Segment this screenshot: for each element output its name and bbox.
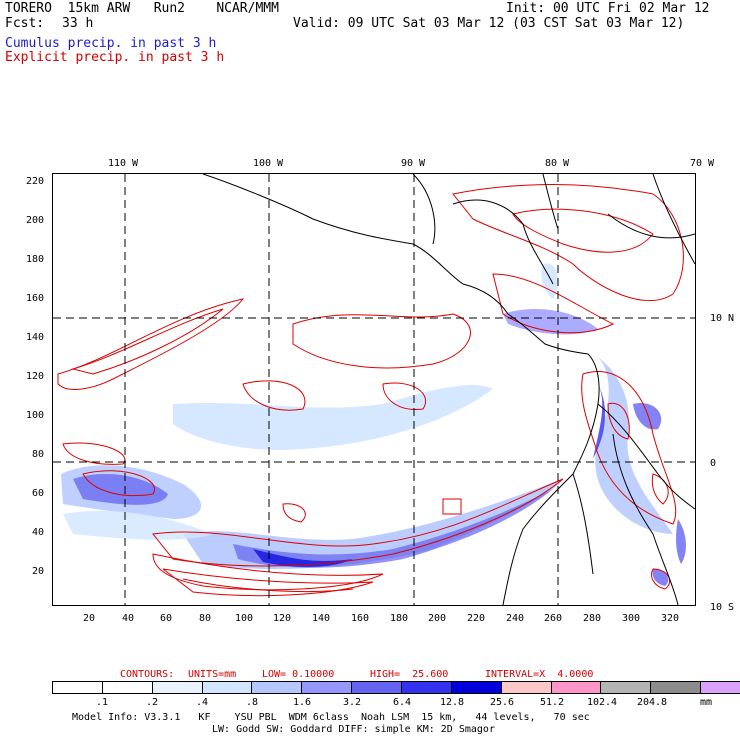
colorbar-swatch: [352, 682, 403, 693]
x-tick: 180: [389, 613, 409, 624]
precipitation-map: [52, 173, 696, 606]
model-physics: LW: Godd SW: Goddard DIFF: simple KM: 2D…: [212, 724, 495, 735]
colorbar-label: 25.6: [489, 697, 515, 708]
contour-interval: INTERVAL=X 4.0000: [485, 669, 594, 680]
y-tick: 140: [26, 332, 45, 343]
y-tick: 20: [32, 566, 45, 577]
colorbar-label: 1.6: [292, 697, 312, 708]
colorbar-label: 102.4: [586, 697, 618, 708]
valid-time: Valid: 09 UTC Sat 03 Mar 12 (03 CST Sat …: [293, 16, 685, 31]
colorbar-label: .4: [195, 697, 209, 708]
colorbar-label: .8: [245, 697, 259, 708]
colorbar-swatch: [53, 682, 103, 693]
x-tick: 100: [234, 613, 254, 624]
y-tick: 40: [32, 527, 45, 538]
x-tick: 140: [311, 613, 331, 624]
x-tick: 120: [272, 613, 292, 624]
latlon-grid: [53, 174, 695, 605]
y-tick: 200: [26, 215, 45, 226]
x-tick: 240: [505, 613, 525, 624]
y-tick: 60: [32, 488, 45, 499]
colorbar-unit: mm: [700, 697, 713, 708]
lat-label-10s: 10 S: [710, 602, 735, 613]
model-info: Model Info: V3.3.1 KF YSU PBL WDM 6class…: [72, 712, 590, 723]
colorbar-swatch: [501, 682, 552, 693]
y-tick: 160: [26, 293, 45, 304]
colorbar-swatch: [302, 682, 353, 693]
lon-label-90w: 90 W: [400, 158, 426, 169]
colorbar-label: 204.8: [636, 697, 668, 708]
x-tick: 300: [621, 613, 641, 624]
x-tick: 320: [660, 613, 680, 624]
colorbar-swatch: [152, 682, 203, 693]
lon-label-70w: 70 W: [689, 158, 715, 169]
colorbar-swatch: [402, 682, 452, 693]
forecast-label: Fcst:: [5, 16, 45, 31]
x-tick: 60: [159, 613, 173, 624]
y-tick: 180: [26, 254, 45, 265]
x-tick: 280: [582, 613, 602, 624]
map-canvas: [53, 173, 696, 606]
x-tick: 20: [82, 613, 96, 624]
y-tick: 220: [26, 176, 45, 187]
colorbar-label: 3.2: [342, 697, 362, 708]
lon-label-110w: 110 W: [107, 158, 139, 169]
colorbar-swatch: [102, 682, 153, 693]
contours-label: CONTOURS:: [120, 669, 175, 680]
lat-label-0: 0: [710, 458, 717, 469]
colorbar-swatch: [202, 682, 253, 693]
contour-low: LOW= 0.10000: [262, 669, 335, 680]
y-tick: 100: [26, 410, 45, 421]
y-tick: 80: [32, 449, 45, 460]
x-tick: 80: [198, 613, 212, 624]
colorbar-label: 51.2: [539, 697, 565, 708]
colorbar-swatch: [252, 682, 303, 693]
colorbar-swatch: [651, 682, 702, 693]
contour-units: UNITS=mm: [188, 669, 237, 680]
explicit-contours: [57, 184, 684, 597]
init-time: Init: 00 UTC Fri 02 Mar 12: [506, 1, 710, 16]
explicit-legend: Explicit precip. in past 3 h: [5, 50, 225, 65]
colorbar-swatch: [451, 682, 502, 693]
x-tick: 220: [466, 613, 486, 624]
forecast-hours: 33 h: [62, 16, 94, 31]
coastlines: [202, 173, 696, 606]
colorbar-label: .1: [95, 697, 109, 708]
colorbar: [52, 681, 740, 694]
cumulus-legend: Cumulus precip. in past 3 h: [5, 36, 217, 51]
colorbar-label: 12.8: [439, 697, 465, 708]
x-tick: 260: [543, 613, 563, 624]
colorbar-label: 6.4: [392, 697, 412, 708]
contour-high: HIGH= 25.600: [370, 669, 449, 680]
lon-label-100w: 100 W: [252, 158, 284, 169]
colorbar-swatch: [601, 682, 652, 693]
lon-label-80w: 80 W: [544, 158, 570, 169]
y-tick: 120: [26, 371, 45, 382]
colorbar-swatch: [701, 682, 740, 693]
colorbar-label: .2: [145, 697, 159, 708]
x-tick: 200: [427, 613, 447, 624]
x-tick: 40: [121, 613, 135, 624]
model-title: TORERO 15km ARW Run2 NCAR/MMM: [5, 1, 279, 16]
colorbar-swatch: [551, 682, 602, 693]
cumulus-shading: [61, 263, 686, 586]
lat-label-10n: 10 N: [710, 313, 735, 324]
x-tick: 160: [350, 613, 370, 624]
